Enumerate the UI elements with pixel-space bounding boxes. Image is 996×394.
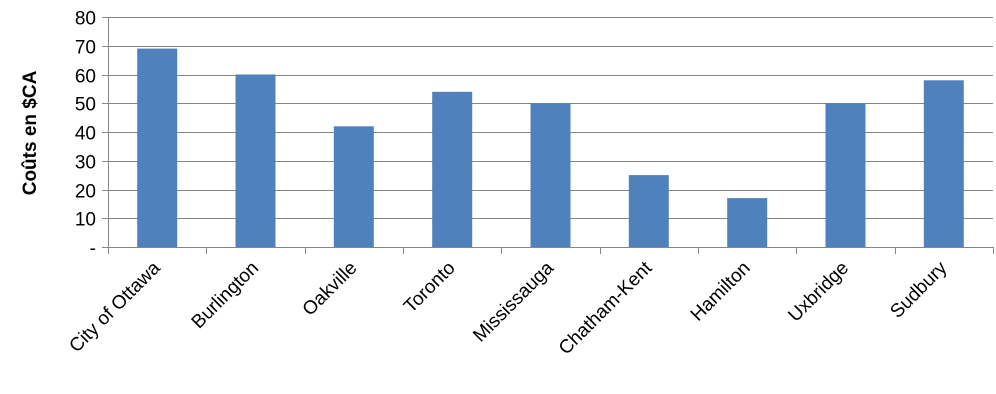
x-tick-label: Burlington: [188, 258, 263, 333]
x-tick-label: Uxbridge: [784, 258, 853, 327]
bar-hamilton: [727, 198, 768, 247]
x-tick-label: Mississauga: [469, 257, 558, 346]
bar-mississauga: [530, 103, 571, 248]
y-tick-label: 30: [75, 153, 96, 174]
x-tick-label: Chatham-Kent: [555, 257, 657, 359]
y-axis-title: Coûts en $CA: [20, 70, 41, 195]
bar-sudbury: [923, 80, 964, 248]
y-tick-label: 10: [75, 210, 96, 231]
y-tick-label: -: [90, 239, 96, 260]
y-tick-label: 70: [75, 38, 96, 59]
x-tick-label: Hamilton: [687, 258, 755, 326]
y-tick-label: 20: [75, 182, 96, 203]
y-tick-label: 40: [75, 124, 96, 145]
x-tick-labels: City of Ottawa Burlington Oakville Toronto M…: [65, 257, 951, 359]
bar-uxbridge: [825, 103, 866, 248]
bar-chatham-kent: [628, 175, 669, 247]
y-tick-label: 50: [75, 95, 96, 116]
bar-oakville: [333, 126, 374, 248]
y-tick-label: 80: [75, 9, 96, 30]
y-tick-labels: - 10 20 30 40 50 60 70 80: [75, 9, 96, 260]
x-tick-label: Sudbury: [886, 257, 951, 322]
x-tick-label: Toronto: [400, 258, 460, 318]
bars: [137, 48, 964, 248]
y-tick-label: 60: [75, 67, 96, 88]
bar-city-of-ottawa: [137, 48, 178, 247]
x-tick-label: City of Ottawa: [65, 257, 165, 357]
bar-toronto: [432, 91, 473, 248]
x-tick-label: Oakville: [299, 258, 362, 321]
axes: [102, 17, 994, 254]
bar-burlington: [235, 74, 276, 247]
